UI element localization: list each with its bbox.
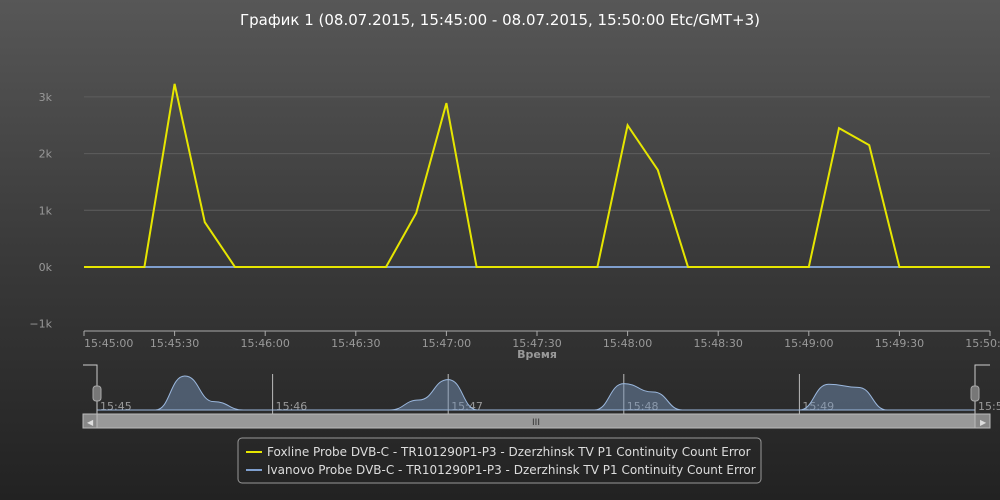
legend-item-1[interactable]: Ivanovo Probe DVB-C - TR101290P1-P3 - Dz…: [267, 463, 756, 477]
x-tick-label: 15:47:00: [422, 337, 471, 350]
y-tick-label: 1k: [39, 204, 53, 217]
x-tick-label: 15:45:30: [150, 337, 199, 350]
x-tick-label: 15:49:00: [784, 337, 833, 350]
y-axis: −1k 0k 1k 2k 3k: [29, 91, 52, 331]
scrollbar-thumb[interactable]: [96, 413, 976, 429]
x-tick-label: 15:50:00: [965, 337, 1000, 350]
y-tick-label: 0k: [39, 261, 53, 274]
x-tick-label: 15:45:00: [84, 337, 133, 350]
x-tick-label: 15:46:30: [331, 337, 380, 350]
navigator-handle-right[interactable]: [970, 385, 980, 402]
chart-title: График 1 (08.07.2015, 15:45:00 - 08.07.2…: [240, 11, 760, 29]
navigator-series: [97, 375, 975, 411]
series: [83, 83, 991, 268]
legend[interactable]: Foxline Probe DVB-C - TR101290P1-P3 - Dz…: [237, 437, 762, 484]
series-line-0: [84, 83, 990, 268]
x-tick-label: 15:46:00: [240, 337, 289, 350]
navigator-tick-label: 15:46: [276, 400, 308, 413]
legend-item-0[interactable]: Foxline Probe DVB-C - TR101290P1-P3 - Dz…: [267, 445, 751, 459]
scrollbar-left-arrow-icon[interactable]: ◀: [87, 418, 94, 427]
x-axis: 15:45:00 15:45:30 15:46:00 15:46:30 15:47:00…: [83, 330, 1000, 350]
legend-box: [237, 437, 762, 484]
scrollbar-right-arrow-icon[interactable]: ▶: [980, 418, 987, 427]
x-axis-label: Время: [517, 348, 557, 361]
y-tick-label: 2k: [39, 148, 53, 161]
x-tick-label: 15:49:30: [875, 337, 924, 350]
x-tick-label: 15:48:00: [603, 337, 652, 350]
y-tick-label: 3k: [39, 91, 53, 104]
x-tick-label: 15:48:30: [693, 337, 742, 350]
scrollbar-grip-icon: III: [532, 418, 540, 428]
grid: [84, 96, 990, 268]
navigator-tick-label: 15:50: [978, 400, 1000, 413]
y-tick-label: −1k: [29, 318, 52, 331]
navigator-handle-left[interactable]: [92, 385, 102, 402]
navigator-tick-label: 15:45: [100, 400, 132, 413]
x-tick-label: 15:47:30: [512, 337, 561, 350]
